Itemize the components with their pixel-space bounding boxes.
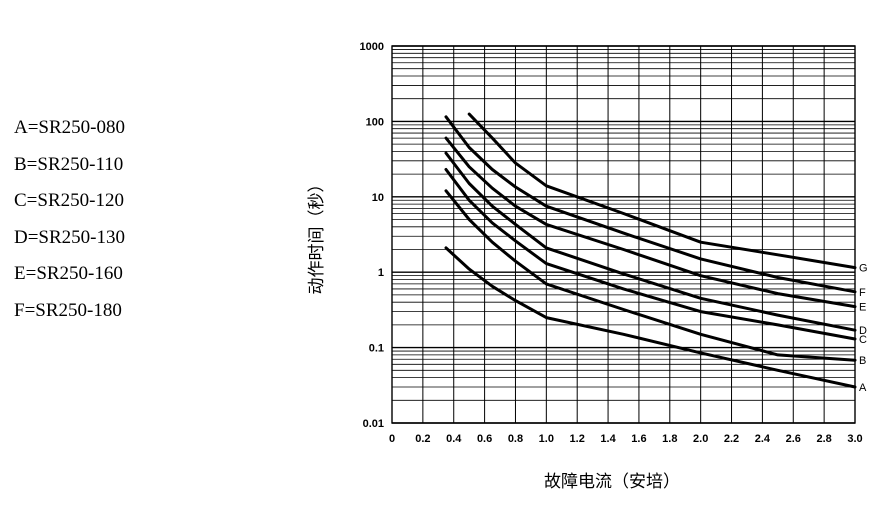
curve-d [444,151,857,332]
chart-curves [444,112,857,389]
x-tick-label: 1.0 [539,433,554,445]
curve-label-g: G [859,263,868,275]
curve-c [444,168,857,341]
y-tick-label: 0.1 [369,343,384,355]
curve-b [444,189,857,362]
x-tick-label: 2.2 [724,433,739,445]
curve-label-b: B [859,355,866,367]
curve-label-c: C [859,334,867,346]
curve-label-d: D [859,325,867,337]
legend-item-c: C=SR250-120 [14,190,124,212]
legend-item-b: B=SR250-110 [14,153,124,175]
x-tick-label: 0.2 [415,433,430,445]
chart-labels: 0 0.2 0.4 0.6 0.8 1.0 1.2 1.4 1.6 1.8 2.0 2.2 2.4 2.6… [360,41,868,445]
x-tick-label: 2.0 [693,433,708,445]
x-tick-label: 3.0 [847,433,862,445]
x-axis-title: 故障电流（安培） [544,472,680,492]
plot-frame [391,45,856,424]
legend-item-e: E=SR250-160 [14,263,123,285]
curve-g [467,112,857,270]
y-tick-label: 100 [366,116,384,128]
x-tick-label: 1.4 [600,433,616,445]
y-tick-label: 10 [372,192,384,204]
x-tick-label: 0.8 [508,433,523,445]
x-tick-label: 0.4 [446,433,462,445]
x-tick-label: 1.8 [662,433,677,445]
legend-item-f: F=SR250-180 [14,299,122,321]
legend-item-d: D=SR250-130 [14,226,126,248]
curve-f [444,115,857,294]
x-tick-label: 2.8 [816,433,831,445]
curve-e [444,136,857,309]
legend-item-a: A=SR250-080 [14,117,126,138]
y-tick-label: 0.01 [363,418,384,430]
legend: A=SR250-080 B=SR250-110 C=SR250-120 D=SR… [14,110,125,330]
x-tick-label: 0 [389,433,395,445]
y-axis-title: 动作时间（秒） [307,176,327,295]
curve-label-f: F [859,287,866,299]
x-tick-label: 2.6 [786,433,801,445]
x-tick-label: 1.6 [631,433,646,445]
curve-label-e: E [859,302,866,314]
x-tick-label: 0.6 [477,433,492,445]
curve-label-a: A [859,382,867,394]
y-tick-label: 1000 [360,41,384,53]
x-tick-label: 1.2 [570,433,585,445]
curve-a [444,246,857,389]
x-tick-label: 2.4 [755,433,771,445]
y-tick-label: 1 [378,267,384,279]
chart-grid [391,45,856,424]
